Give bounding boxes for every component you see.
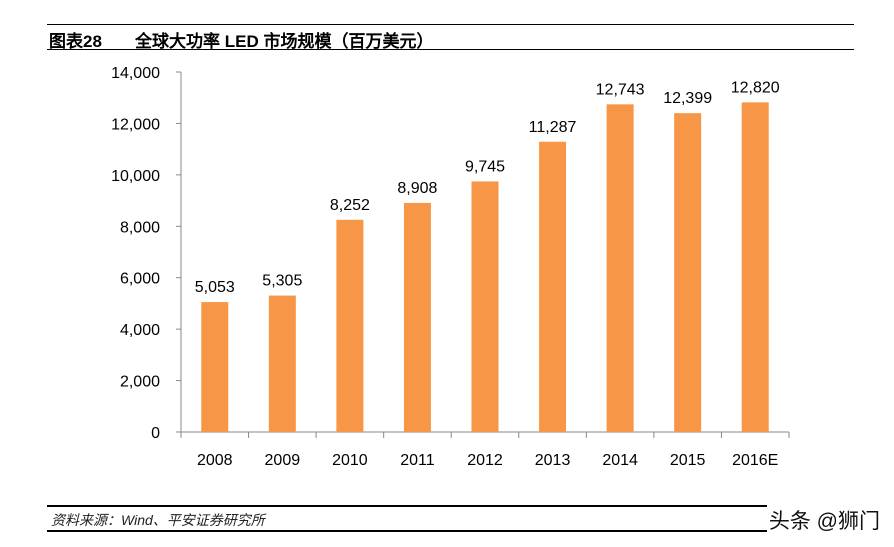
x-tick-label: 2009	[265, 452, 301, 469]
x-tick-label: 2013	[535, 452, 571, 469]
bar-2015	[674, 113, 702, 432]
y-tick-label: 6,000	[120, 271, 160, 288]
bar-2010	[336, 219, 364, 432]
data-label: 5,305	[262, 273, 302, 290]
data-label: 12,399	[663, 90, 712, 107]
data-label: 8,252	[330, 197, 370, 214]
bar-2016E	[741, 102, 769, 432]
data-label: 5,053	[195, 279, 235, 296]
figure-title-bar: 图表28 全球大功率 LED 市场规模（百万美元）	[47, 24, 854, 51]
y-tick-label: 8,000	[120, 219, 160, 236]
figure-number: 图表28	[49, 32, 102, 51]
source-note: 资料来源：Wind、平安证券研究所	[51, 512, 265, 528]
bar-2014	[606, 104, 634, 432]
data-label: 9,745	[465, 158, 505, 175]
y-tick-label: 12,000	[111, 116, 160, 133]
x-tick-label: 2011	[400, 452, 435, 469]
watermark: 头条 @狮门	[766, 505, 882, 535]
y-tick-label: 4,000	[120, 322, 160, 339]
bar-2011	[403, 202, 431, 432]
data-label: 12,743	[596, 81, 645, 98]
x-tick-label: 2010	[332, 452, 368, 469]
y-tick-label: 2,000	[120, 374, 160, 391]
bar-chart: 0 2,000 4,000 6,000 8,000 10,000 12,000 14,000 5…	[111, 65, 790, 469]
bar-2008	[201, 302, 229, 432]
x-tick-label: 2014	[602, 452, 638, 469]
x-tick-label: 2015	[670, 452, 706, 469]
bar-2009	[268, 295, 296, 432]
x-tick-label: 2016E	[732, 452, 778, 469]
x-tick-label: 2012	[467, 452, 503, 469]
y-tick-label: 0	[151, 425, 160, 442]
figure-title: 全球大功率 LED 市场规模（百万美元）	[135, 32, 434, 51]
data-label: 12,820	[731, 79, 780, 96]
data-label: 11,287	[529, 119, 577, 136]
source-bar: 资料来源：Wind、平安证券研究所	[47, 505, 855, 532]
y-tick-label: 10,000	[111, 168, 160, 185]
bar-2013	[539, 141, 567, 432]
y-tick-label: 14,000	[111, 65, 160, 82]
x-tick-label: 2008	[197, 452, 233, 469]
data-label: 8,908	[397, 180, 437, 197]
bar-2012	[471, 181, 499, 432]
